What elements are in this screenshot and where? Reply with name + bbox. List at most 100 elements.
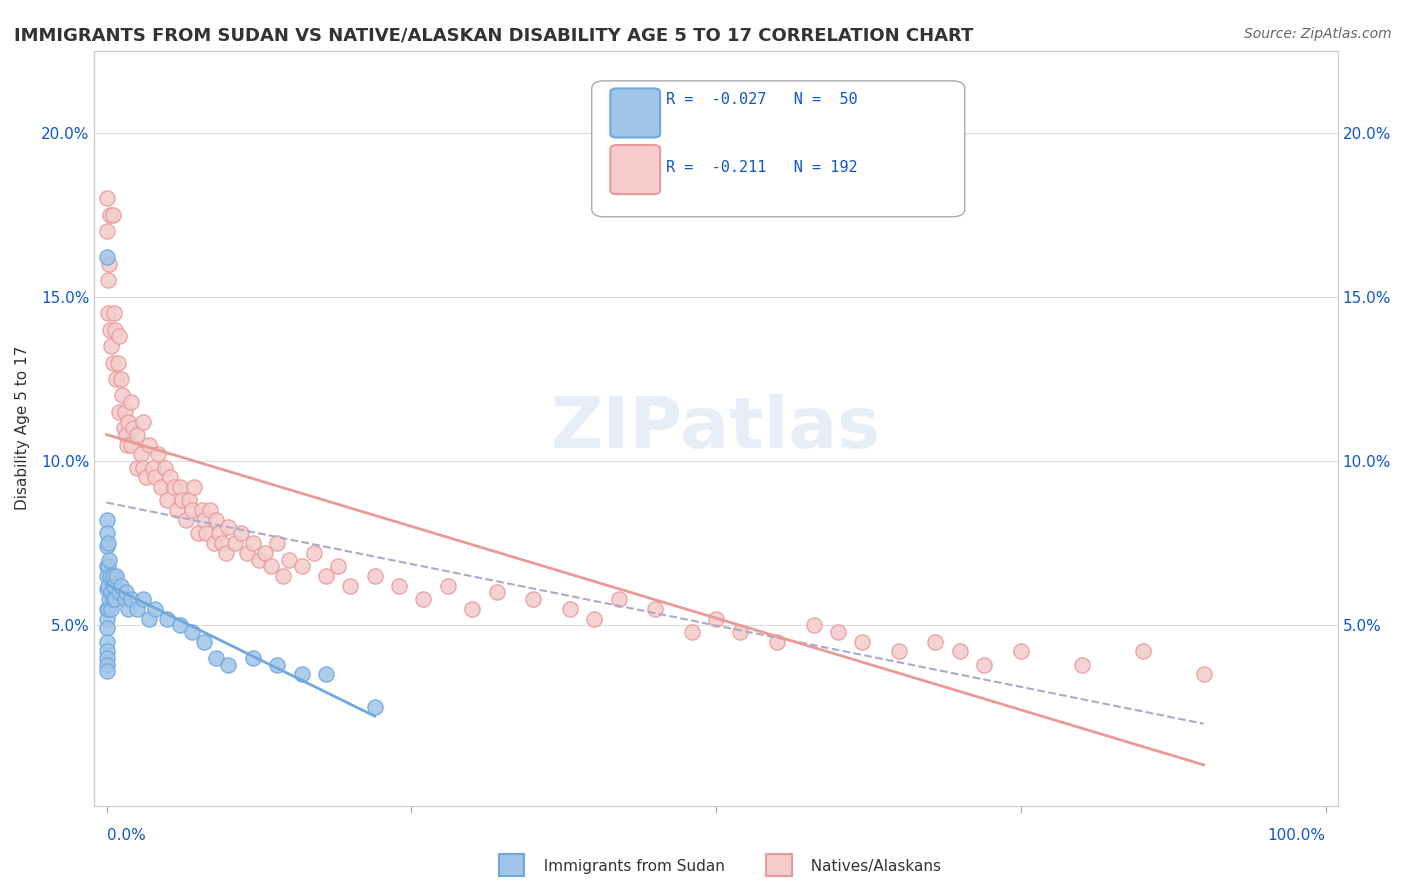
Point <box>169 480 191 494</box>
Point <box>156 493 179 508</box>
Point <box>193 634 215 648</box>
Point <box>98 208 121 222</box>
Point <box>96 569 118 583</box>
Point <box>644 601 666 615</box>
Point <box>125 427 148 442</box>
FancyBboxPatch shape <box>592 81 965 217</box>
Point <box>190 503 212 517</box>
Point <box>266 657 288 672</box>
Text: R =  -0.211   N = 192: R = -0.211 N = 192 <box>666 161 858 175</box>
Point <box>146 447 169 461</box>
Point <box>111 388 134 402</box>
Y-axis label: Disability Age 5 to 17: Disability Age 5 to 17 <box>15 346 30 510</box>
Point <box>120 591 142 606</box>
Point <box>107 329 129 343</box>
Point <box>193 513 215 527</box>
Point <box>110 579 132 593</box>
Point <box>125 460 148 475</box>
Point <box>205 513 228 527</box>
Point <box>1192 667 1215 681</box>
Point <box>120 437 142 451</box>
Point <box>437 579 460 593</box>
Point <box>97 559 120 574</box>
Point <box>1132 644 1154 658</box>
Point <box>166 503 188 517</box>
Point <box>103 579 125 593</box>
Point <box>522 591 544 606</box>
Point <box>179 493 201 508</box>
Text: ZIPatlas: ZIPatlas <box>551 393 882 463</box>
Point <box>132 460 155 475</box>
Point <box>339 579 361 593</box>
Text: Natives/Alaskans: Natives/Alaskans <box>801 859 942 874</box>
Point <box>96 559 118 574</box>
Point <box>215 546 238 560</box>
Point <box>290 667 312 681</box>
Point <box>315 569 337 583</box>
Point <box>187 526 209 541</box>
Point <box>388 579 411 593</box>
Point <box>229 526 252 541</box>
Point <box>104 323 127 337</box>
Point <box>96 601 118 615</box>
Point <box>162 480 184 494</box>
Point <box>97 601 120 615</box>
Point <box>101 208 124 222</box>
Point <box>235 546 257 560</box>
Point <box>105 372 128 386</box>
Point <box>208 526 231 541</box>
Point <box>260 559 283 574</box>
Point <box>180 503 202 517</box>
Point <box>183 480 205 494</box>
Point <box>766 634 789 648</box>
Point <box>202 536 225 550</box>
Point <box>583 611 606 625</box>
Point <box>96 582 118 596</box>
Point <box>211 536 233 550</box>
Point <box>198 503 221 517</box>
Point <box>924 634 946 648</box>
Point <box>96 526 118 541</box>
Point <box>96 664 118 678</box>
Point <box>217 657 239 672</box>
Point <box>112 421 135 435</box>
Point <box>253 546 276 560</box>
FancyBboxPatch shape <box>610 88 659 137</box>
Point <box>328 559 350 574</box>
Point <box>96 651 118 665</box>
Point <box>96 513 118 527</box>
Point <box>887 644 910 658</box>
Point <box>607 591 630 606</box>
Point <box>96 634 118 648</box>
Point <box>156 611 179 625</box>
Point <box>117 601 139 615</box>
Point <box>217 519 239 533</box>
Point <box>96 251 118 265</box>
Point <box>143 470 166 484</box>
Point <box>364 569 387 583</box>
Point <box>129 447 152 461</box>
Point <box>485 585 508 599</box>
Point <box>107 355 129 369</box>
Point <box>138 611 160 625</box>
Point <box>96 657 118 672</box>
Text: 0.0%: 0.0% <box>107 829 145 843</box>
Point <box>100 339 122 353</box>
Text: Source: ZipAtlas.com: Source: ZipAtlas.com <box>1244 27 1392 41</box>
Point <box>704 611 727 625</box>
Point <box>125 601 148 615</box>
Point <box>247 552 270 566</box>
Point <box>266 536 288 550</box>
Point <box>973 657 995 672</box>
Point <box>143 601 166 615</box>
Point <box>132 415 155 429</box>
Point <box>98 323 121 337</box>
Point <box>730 624 752 639</box>
Point <box>142 460 165 475</box>
Point <box>138 437 160 451</box>
Point <box>172 493 194 508</box>
Point <box>103 306 125 320</box>
Point <box>195 526 218 541</box>
FancyBboxPatch shape <box>610 145 659 194</box>
Point <box>803 618 825 632</box>
